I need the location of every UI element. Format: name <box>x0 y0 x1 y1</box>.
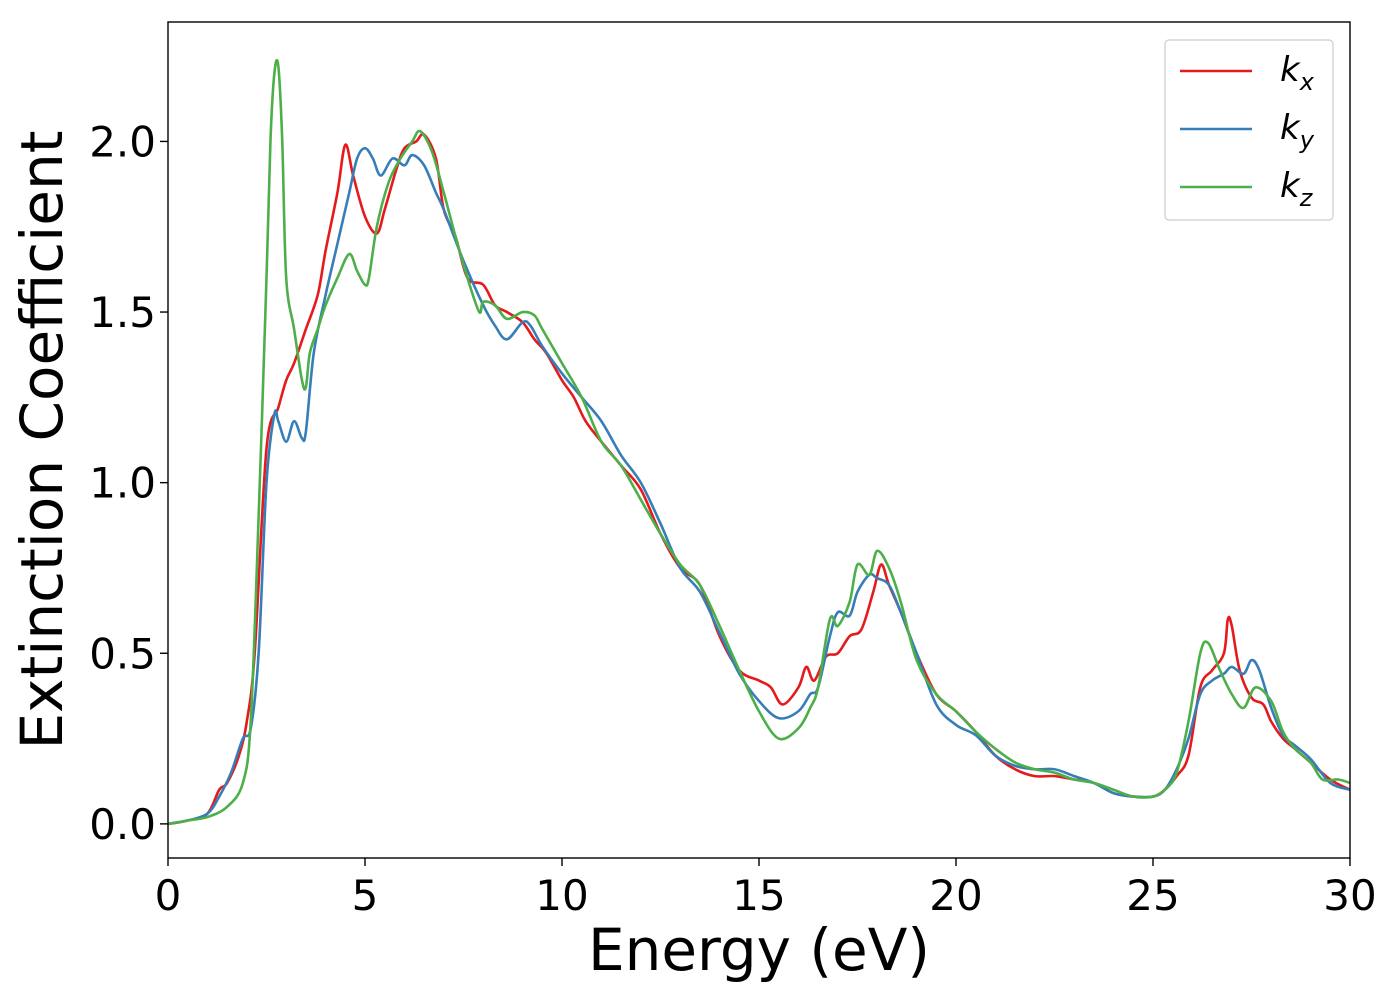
y-tick-label: 1.0 <box>89 459 156 508</box>
plot-background <box>168 22 1350 858</box>
legend-label-k_y: ky <box>1280 108 1315 154</box>
legend: kx ky kz <box>1164 39 1334 221</box>
x-axis: 0 5 10 15 20 25 30 <box>155 858 1377 920</box>
y-tick-label: 1.5 <box>89 288 156 337</box>
x-tick-label: 10 <box>535 871 588 920</box>
legend-label-k_x: kx <box>1280 50 1315 96</box>
y-axis: 0.0 0.5 1.0 1.5 2.0 <box>89 117 168 849</box>
y-tick-label: 0.0 <box>89 800 156 849</box>
x-tick-label: 25 <box>1126 871 1179 920</box>
legend-label-k_z: kz <box>1280 166 1314 212</box>
x-tick-label: 30 <box>1323 871 1376 920</box>
series-line-k_z <box>167 58 1351 826</box>
x-tick-label: 15 <box>732 871 785 920</box>
y-tick-label: 0.5 <box>89 629 156 678</box>
x-axis-title: Energy (eV) <box>588 916 930 984</box>
x-tick-label: 0 <box>155 871 182 920</box>
x-tick-label: 20 <box>929 871 982 920</box>
y-axis-title: Extinction Coefficient <box>8 131 76 750</box>
series-layer <box>167 58 1351 826</box>
x-tick-label: 5 <box>352 871 379 920</box>
y-tick-label: 2.0 <box>89 117 156 166</box>
